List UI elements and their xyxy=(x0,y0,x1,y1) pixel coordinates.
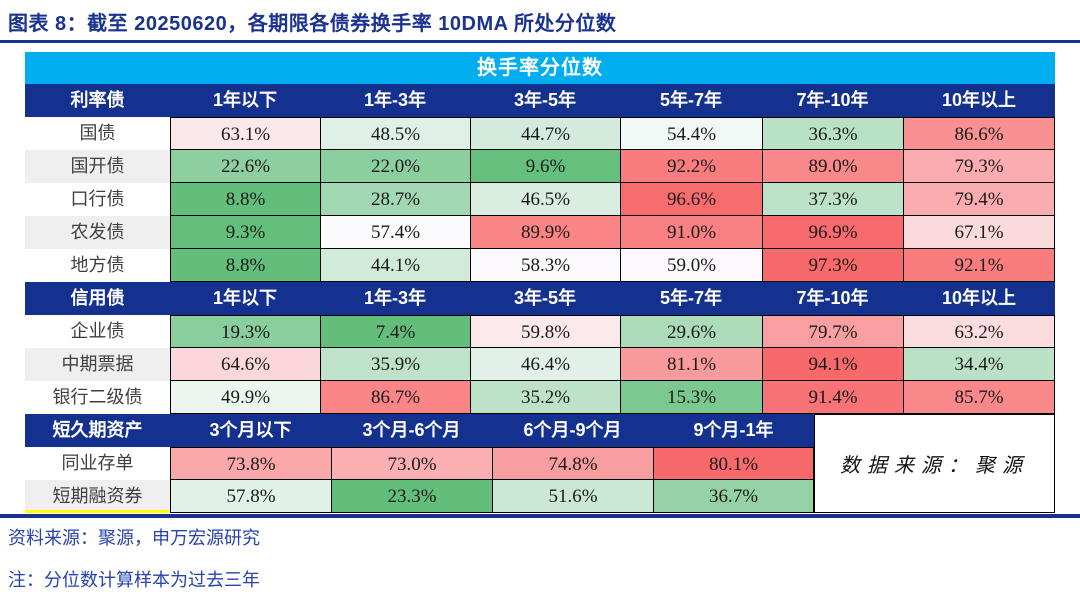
row-label: 银行二级债 xyxy=(25,381,170,414)
percentile-cell: 29.6% xyxy=(620,315,762,348)
percentile-cell: 15.3% xyxy=(620,381,762,414)
percentile-cell: 35.2% xyxy=(470,381,620,414)
percentile-cell: 46.5% xyxy=(470,183,620,216)
percentile-cell: 44.1% xyxy=(320,249,470,282)
percentile-cell: 57.8% xyxy=(170,480,331,513)
percentile-cell: 9.3% xyxy=(170,216,320,249)
column-header: 6个月-9个月 xyxy=(492,414,653,447)
column-header: 7年-10年 xyxy=(762,282,903,315)
column-header: 1年以下 xyxy=(170,84,320,117)
percentile-cell: 63.1% xyxy=(170,117,320,150)
column-header: 10年以上 xyxy=(903,84,1055,117)
percentile-cell: 9.6% xyxy=(470,150,620,183)
percentile-cell: 73.0% xyxy=(331,447,492,480)
percentile-cell: 19.3% xyxy=(170,315,320,348)
section-title: 信用债 xyxy=(25,282,170,315)
percentile-cell: 8.8% xyxy=(170,249,320,282)
source-line: 资料来源：聚源，申万宏源研究 xyxy=(8,528,260,548)
percentile-cell: 51.6% xyxy=(492,480,653,513)
column-header: 10年以上 xyxy=(903,282,1055,315)
figure-title: 图表 8：截至 20250620，各期限各债券换手率 10DMA 所处分位数 xyxy=(8,13,617,35)
percentile-cell: 86.6% xyxy=(903,117,1055,150)
percentile-cell: 48.5% xyxy=(320,117,470,150)
row-label: 地方债 xyxy=(25,249,170,282)
percentile-cell: 89.9% xyxy=(470,216,620,249)
percentile-cell: 28.7% xyxy=(320,183,470,216)
percentile-cell: 91.0% xyxy=(620,216,762,249)
row-label: 同业存单 xyxy=(25,447,170,480)
column-header: 3年-5年 xyxy=(470,282,620,315)
percentile-cell: 58.3% xyxy=(470,249,620,282)
table-sections: 利率债 1年以下 1年-3年 3年-5年 5年-7年 7年-10年 10年以上 国债 63.1%… xyxy=(25,84,1055,513)
section-title: 短久期资产 xyxy=(25,414,170,447)
percentile-cell: 94.1% xyxy=(762,348,903,381)
percentile-cell: 92.2% xyxy=(620,150,762,183)
row-label: 短期融资券 xyxy=(25,480,170,513)
percentile-cell: 8.8% xyxy=(170,183,320,216)
row-label: 中期票据 xyxy=(25,348,170,381)
percentile-cell: 64.6% xyxy=(170,348,320,381)
section-0: 利率债 1年以下 1年-3年 3年-5年 5年-7年 7年-10年 10年以上国债 63.1%… xyxy=(25,84,1055,282)
percentile-cell: 73.8% xyxy=(170,447,331,480)
percentile-cell: 44.7% xyxy=(470,117,620,150)
column-header: 3个月-6个月 xyxy=(331,414,492,447)
percentile-cell: 79.3% xyxy=(903,150,1055,183)
percentile-cell: 22.6% xyxy=(170,150,320,183)
row-label: 国开债 xyxy=(25,150,170,183)
percentile-cell: 96.9% xyxy=(762,216,903,249)
percentile-cell: 79.7% xyxy=(762,315,903,348)
percentile-cell: 92.1% xyxy=(903,249,1055,282)
percentile-cell: 81.1% xyxy=(620,348,762,381)
percentile-cell: 59.0% xyxy=(620,249,762,282)
row-label: 企业债 xyxy=(25,315,170,348)
percentile-cell: 7.4% xyxy=(320,315,470,348)
row-label: 口行债 xyxy=(25,183,170,216)
column-header: 9个月-1年 xyxy=(653,414,814,447)
percentile-cell: 34.4% xyxy=(903,348,1055,381)
column-header: 1年-3年 xyxy=(320,84,470,117)
percentile-cell: 86.7% xyxy=(320,381,470,414)
percentile-cell: 54.4% xyxy=(620,117,762,150)
percentile-cell: 36.3% xyxy=(762,117,903,150)
percentile-cell: 23.3% xyxy=(331,480,492,513)
column-header: 3个月以下 xyxy=(170,414,331,447)
percentile-cell: 46.4% xyxy=(470,348,620,381)
table-main-header: 换手率分位数 xyxy=(25,52,1055,84)
row-label: 农发债 xyxy=(25,216,170,249)
percentile-cell: 57.4% xyxy=(320,216,470,249)
turnover-percentile-table: 换手率分位数 利率债 1年以下 1年-3年 3年-5年 5年-7年 7年-10年 10年以上… xyxy=(25,52,1055,513)
percentile-cell: 80.1% xyxy=(653,447,814,480)
table-bottom-rule xyxy=(0,514,1080,518)
percentile-cell: 36.7% xyxy=(653,480,814,513)
row-label: 国债 xyxy=(25,117,170,150)
column-header: 5年-7年 xyxy=(620,282,762,315)
percentile-cell: 63.2% xyxy=(903,315,1055,348)
percentile-cell: 59.8% xyxy=(470,315,620,348)
percentile-cell: 35.9% xyxy=(320,348,470,381)
percentile-cell: 49.9% xyxy=(170,381,320,414)
column-header: 1年-3年 xyxy=(320,282,470,315)
percentile-cell: 74.8% xyxy=(492,447,653,480)
percentile-cell: 89.0% xyxy=(762,150,903,183)
title-underline xyxy=(0,40,1080,43)
footnote-line: 注：分位数计算样本为过去三年 xyxy=(8,570,260,590)
section-1: 信用债 1年以下 1年-3年 3年-5年 5年-7年 7年-10年 10年以上企业债 19.3… xyxy=(25,282,1055,414)
percentile-cell: 22.0% xyxy=(320,150,470,183)
percentile-cell: 96.6% xyxy=(620,183,762,216)
column-header: 3年-5年 xyxy=(470,84,620,117)
percentile-cell: 85.7% xyxy=(903,381,1055,414)
data-source-note: 数据来源：聚源 xyxy=(814,414,1055,513)
column-header: 5年-7年 xyxy=(620,84,762,117)
percentile-cell: 91.4% xyxy=(762,381,903,414)
column-header: 1年以下 xyxy=(170,282,320,315)
percentile-cell: 67.1% xyxy=(903,216,1055,249)
percentile-cell: 79.4% xyxy=(903,183,1055,216)
section-title: 利率债 xyxy=(25,84,170,117)
section-2: 短久期资产 3个月以下 3个月-6个月 6个月-9个月 9个月-1年 数据来源：聚源 同业存… xyxy=(25,414,1055,513)
percentile-cell: 37.3% xyxy=(762,183,903,216)
percentile-cell: 97.3% xyxy=(762,249,903,282)
column-header: 7年-10年 xyxy=(762,84,903,117)
